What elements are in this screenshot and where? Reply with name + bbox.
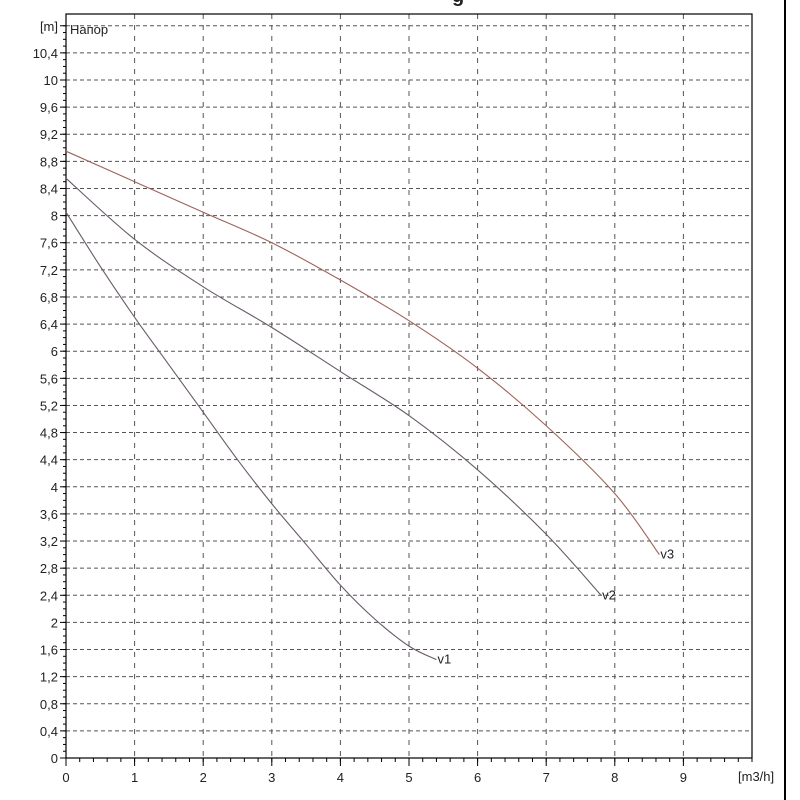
y-tick-label: 7,6 — [40, 236, 58, 251]
x-tick-label: 0 — [62, 770, 69, 785]
y-tick-label: 6,8 — [40, 290, 58, 305]
x-tick-label: 5 — [405, 770, 412, 785]
chart-title-fragment: g — [452, 0, 464, 7]
series-label-v1: v1 — [437, 652, 451, 667]
y-tick-label: 2,4 — [40, 588, 58, 603]
y-tick-label: 0,4 — [40, 724, 58, 739]
y-tick-label: 3,2 — [40, 534, 58, 549]
y-tick-label: 9,6 — [40, 100, 58, 115]
x-tick-label: 4 — [337, 770, 344, 785]
y-tick-label: 1,6 — [40, 643, 58, 658]
grid — [66, 14, 752, 758]
y-tick-label: 4,8 — [40, 426, 58, 441]
y-tick-label: 1,2 — [40, 670, 58, 685]
x-tick-label: 7 — [543, 770, 550, 785]
y-tick-label: 6 — [51, 344, 58, 359]
y-tick-label: 0,8 — [40, 697, 58, 712]
series-title-label: Напор — [70, 22, 108, 37]
y-tick-label: 6,4 — [40, 317, 58, 332]
x-tick-label: 9 — [680, 770, 687, 785]
series-group: v1 v2 v3 — [65, 150, 674, 667]
y-axis-label: [m] — [40, 19, 58, 34]
y-tick-label: 8 — [51, 209, 58, 224]
y-tick-label: 10,4 — [33, 46, 58, 61]
x-tick-label: 6 — [474, 770, 481, 785]
x-tick-label: 8 — [611, 770, 618, 785]
x-axis-label: [m3/h] — [738, 769, 774, 784]
y-tick-label: 4,4 — [40, 453, 58, 468]
y-tick-label: 3,6 — [40, 507, 58, 522]
y-tick-label: 4 — [51, 480, 58, 495]
x-tick-label: 2 — [200, 770, 207, 785]
series-label-v2: v2 — [602, 587, 616, 602]
x-tick-label: 1 — [131, 770, 138, 785]
y-tick-label: 7,2 — [40, 263, 58, 278]
series-line-v3 — [65, 150, 660, 555]
y-tick-label: 0 — [51, 751, 58, 766]
axis-ticks: 0 0,4 0,8 1,2 1,6 2 2,4 2,8 3,2 3,6 4 4,4 4,8 5,2 5,6 6… — [33, 25, 753, 785]
y-tick-label: 8,4 — [40, 181, 58, 196]
series-label-v3: v3 — [660, 547, 674, 562]
series-line-v2 — [65, 177, 602, 596]
y-tick-label: 10 — [44, 73, 58, 88]
y-tick-label: 9,2 — [40, 127, 58, 142]
x-tick-label: 3 — [268, 770, 275, 785]
y-tick-label: 2,8 — [40, 561, 58, 576]
y-tick-label: 2 — [51, 615, 58, 630]
series-line-v1 — [65, 211, 437, 661]
y-tick-label: 5,6 — [40, 371, 58, 386]
y-tick-label: 8,8 — [40, 154, 58, 169]
y-tick-label: 5,2 — [40, 398, 58, 413]
